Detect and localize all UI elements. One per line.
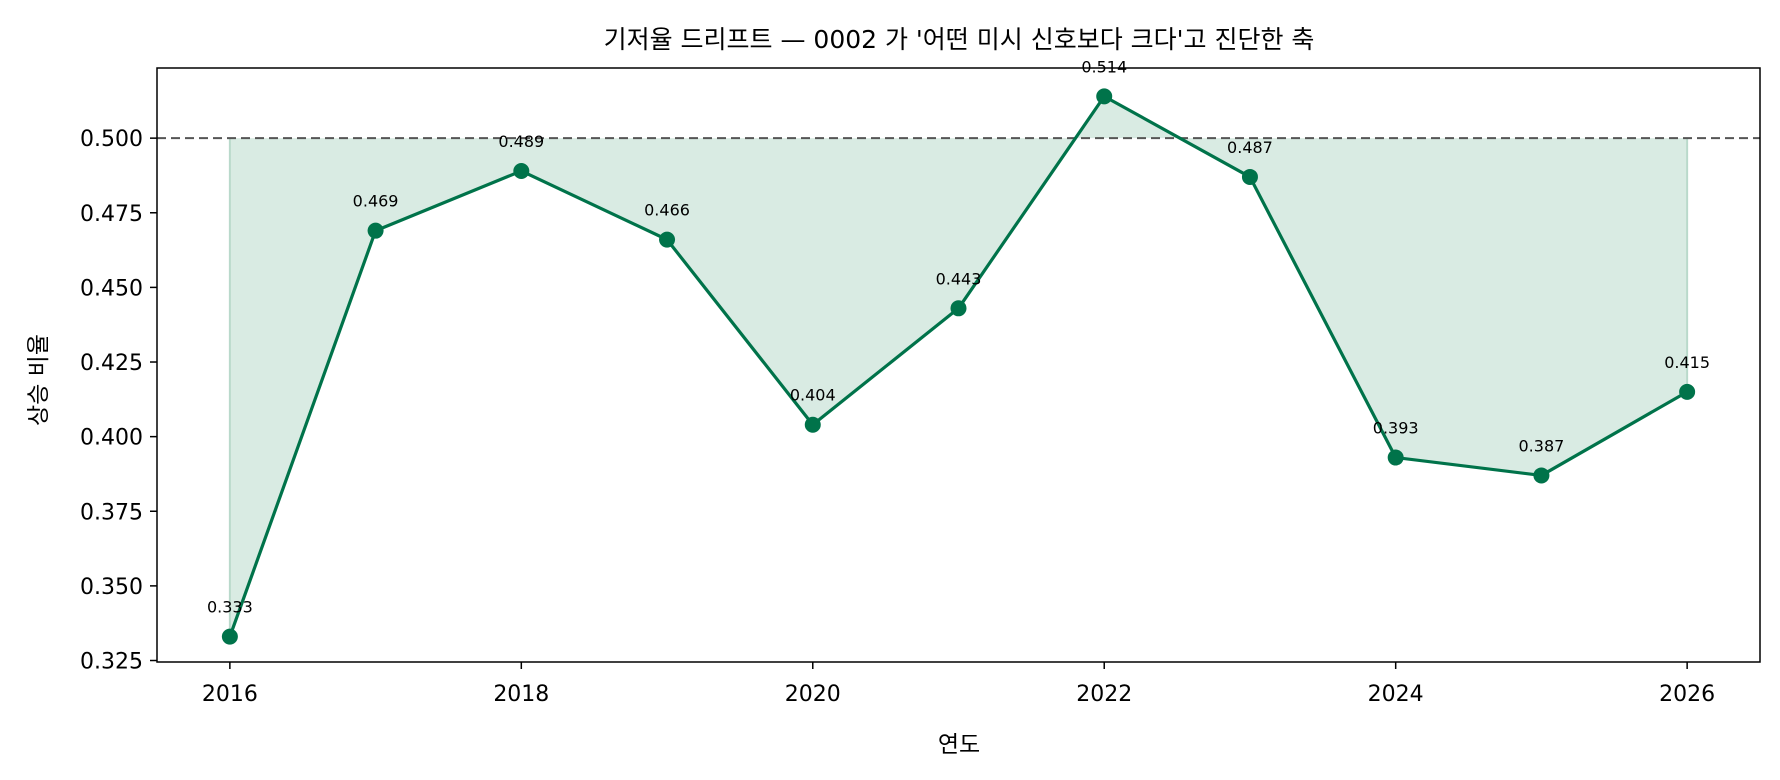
data-label: 0.466 [644,201,690,220]
data-label: 0.404 [790,386,836,405]
data-point [1241,168,1258,185]
data-label: 0.393 [1373,419,1419,438]
y-tick-label: 0.350 [80,575,143,600]
y-tick-label: 0.425 [80,351,143,376]
data-label: 0.514 [1081,57,1127,76]
y-tick-label: 0.500 [80,127,143,152]
data-label: 0.443 [936,269,982,288]
x-tick-label: 2022 [1076,682,1132,707]
data-label: 0.415 [1664,353,1710,372]
data-label: 0.487 [1227,138,1273,157]
data-point [950,300,967,317]
x-tick-label: 2016 [202,682,258,707]
y-tick-label: 0.475 [80,202,143,227]
data-label: 0.469 [353,192,399,211]
x-tick-label: 2026 [1659,682,1715,707]
data-point [659,231,676,248]
x-tick-label: 2024 [1368,682,1424,707]
data-point [367,222,384,239]
fill-area-layer [228,96,1689,637]
data-label: 0.387 [1519,436,1565,455]
data-point [804,416,821,433]
y-tick-label: 0.400 [80,426,143,451]
y-tick-label: 0.450 [80,276,143,301]
x-axis: 2016 2018 2020 2022 2024 2026 [202,662,1715,707]
y-tick-label: 0.375 [80,500,143,525]
x-tick-label: 2018 [493,682,549,707]
y-axis-title: 상승 비율 [26,334,52,426]
plot-frame [156,67,1761,663]
data-labels-layer: 0.333 0.469 0.489 0.466 0.404 0.443 0.514 0.487… [207,57,1710,616]
data-point [1096,88,1113,105]
data-point [1679,383,1696,400]
y-tick-label: 0.325 [80,650,143,675]
data-label: 0.489 [498,132,544,151]
data-point [513,162,530,179]
data-point [221,628,238,645]
x-axis-title: 연도 [938,732,980,758]
data-points-layer [221,88,1696,645]
x-tick-label: 2020 [785,682,841,707]
y-axis: 0.325 0.350 0.375 0.400 0.425 0.450 0.475 0.500 [80,127,157,675]
data-point [1533,467,1550,484]
fill-area [229,96,1688,637]
chart-title: 기저율 드리프트 — 0002 가 '어떤 미시 신호보다 크다'고 진단한 축 [604,25,1315,54]
data-label: 0.333 [207,598,253,617]
data-point [1387,449,1404,466]
